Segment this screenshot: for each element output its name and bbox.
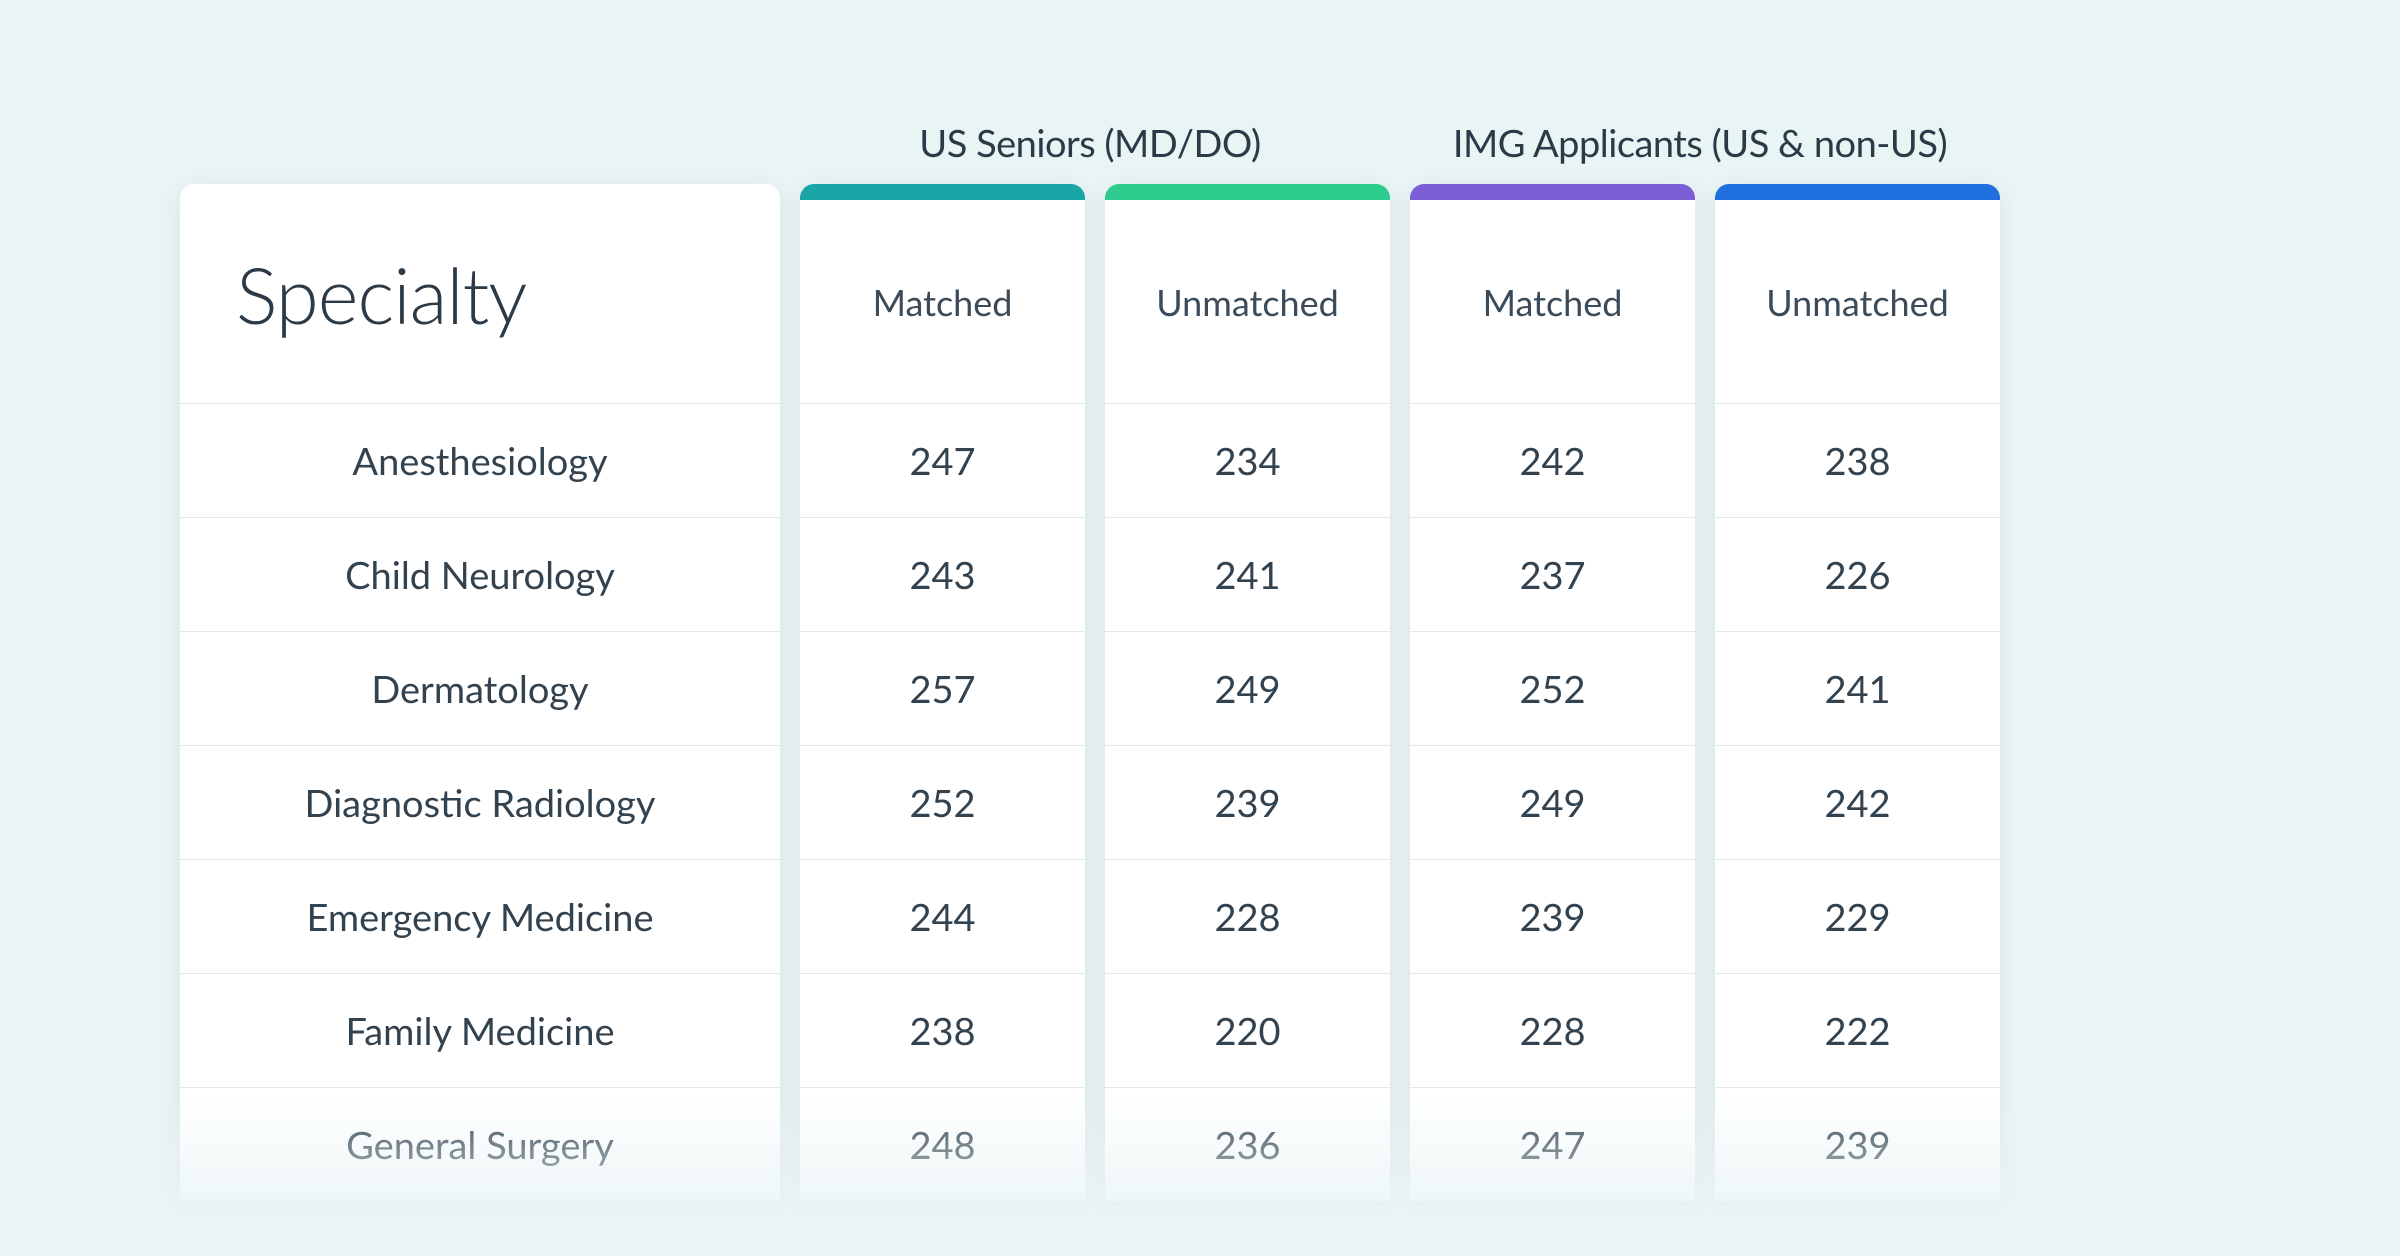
table-cell: 252 bbox=[800, 746, 1085, 860]
table-cell: 242 bbox=[1410, 404, 1695, 518]
column-header: Matched bbox=[1410, 200, 1695, 404]
table-grid: Specialty Anesthesiology Child Neurology… bbox=[180, 184, 2220, 1202]
table-cell: 239 bbox=[1410, 860, 1695, 974]
column-topbar bbox=[1715, 184, 2000, 200]
specialty-column-header: Specialty bbox=[180, 184, 780, 404]
table-cell: 248 bbox=[800, 1088, 1085, 1202]
table-row-label: Family Medicine bbox=[180, 974, 780, 1088]
table-cell: 236 bbox=[1105, 1088, 1390, 1202]
table-cell: 238 bbox=[800, 974, 1085, 1088]
table-cell: 242 bbox=[1715, 746, 2000, 860]
column-header: Unmatched bbox=[1105, 200, 1390, 404]
table-cell: 247 bbox=[800, 404, 1085, 518]
table-cell: 239 bbox=[1105, 746, 1390, 860]
column-us-matched: Matched 247 243 257 252 244 238 248 bbox=[800, 184, 1085, 1202]
table-cell: 228 bbox=[1105, 860, 1390, 974]
table-cell: 234 bbox=[1105, 404, 1390, 518]
column-img-unmatched: Unmatched 238 226 241 242 229 222 239 bbox=[1715, 184, 2000, 1202]
group-header-spacer bbox=[180, 120, 795, 166]
table-row-label: Child Neurology bbox=[180, 518, 780, 632]
table-cell: 252 bbox=[1410, 632, 1695, 746]
group-header-us-seniors: US Seniors (MD/DO) bbox=[795, 120, 1385, 166]
table-cell: 241 bbox=[1715, 632, 2000, 746]
group-header-row: US Seniors (MD/DO) IMG Applicants (US & … bbox=[180, 120, 2220, 166]
column-header: Matched bbox=[800, 200, 1085, 404]
table-row-label: General Surgery bbox=[180, 1088, 780, 1202]
table-cell: 239 bbox=[1715, 1088, 2000, 1202]
table-row-label: Emergency Medicine bbox=[180, 860, 780, 974]
table-cell: 244 bbox=[800, 860, 1085, 974]
table-row-label: Diagnostic Radiology bbox=[180, 746, 780, 860]
table-row-label: Dermatology bbox=[180, 632, 780, 746]
table-cell: 229 bbox=[1715, 860, 2000, 974]
column-header: Unmatched bbox=[1715, 200, 2000, 404]
table-cell: 257 bbox=[800, 632, 1085, 746]
table-cell: 237 bbox=[1410, 518, 1695, 632]
table-cell: 226 bbox=[1715, 518, 2000, 632]
table-cell: 228 bbox=[1410, 974, 1695, 1088]
table-row-label: Anesthesiology bbox=[180, 404, 780, 518]
column-topbar bbox=[1105, 184, 1390, 200]
column-specialty: Specialty Anesthesiology Child Neurology… bbox=[180, 184, 780, 1202]
column-topbar bbox=[1410, 184, 1695, 200]
table-cell: 243 bbox=[800, 518, 1085, 632]
column-topbar bbox=[800, 184, 1085, 200]
table-cell: 241 bbox=[1105, 518, 1390, 632]
table-cell: 220 bbox=[1105, 974, 1390, 1088]
table-cell: 222 bbox=[1715, 974, 2000, 1088]
column-img-matched: Matched 242 237 252 249 239 228 247 bbox=[1410, 184, 1695, 1202]
column-us-unmatched: Unmatched 234 241 249 239 228 220 236 bbox=[1105, 184, 1390, 1202]
group-header-img-applicants: IMG Applicants (US & non-US) bbox=[1405, 120, 1995, 166]
table-cell: 249 bbox=[1105, 632, 1390, 746]
table-cell: 238 bbox=[1715, 404, 2000, 518]
table-cell: 247 bbox=[1410, 1088, 1695, 1202]
table-cell: 249 bbox=[1410, 746, 1695, 860]
match-scores-table: US Seniors (MD/DO) IMG Applicants (US & … bbox=[180, 120, 2220, 1202]
